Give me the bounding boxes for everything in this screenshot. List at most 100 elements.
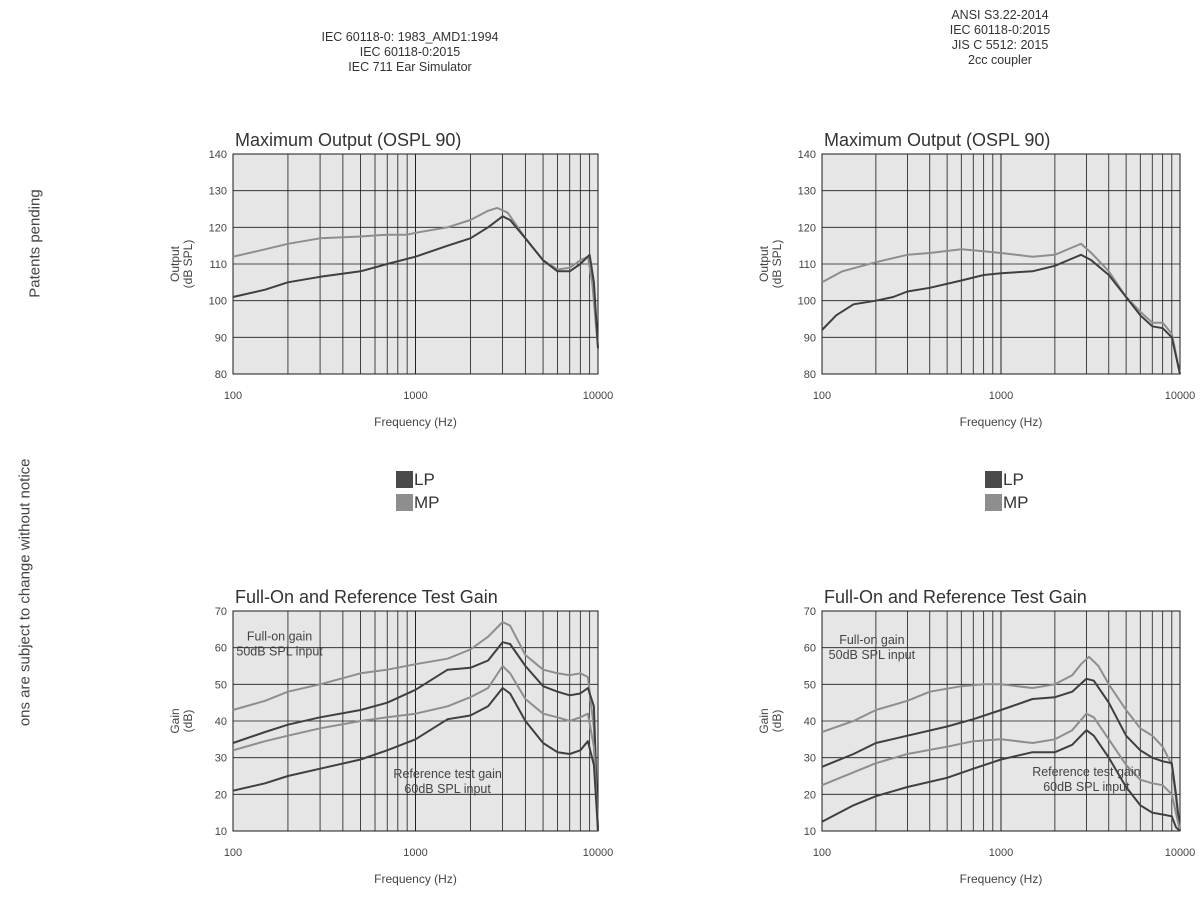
x-axis-label: Frequency (Hz) xyxy=(374,872,457,886)
plot-border xyxy=(821,610,1181,832)
y-tick-label: 100 xyxy=(798,296,816,308)
y-tick-label: 130 xyxy=(798,186,816,198)
chart-title: Full-On and Reference Test Gain xyxy=(235,587,498,607)
legend-right: LP MP xyxy=(985,468,1029,514)
y-tick-label: 40 xyxy=(804,716,816,728)
y-axis-label-line: Output xyxy=(168,245,182,282)
x-tick-label: 100 xyxy=(224,390,242,402)
y-tick-label: 90 xyxy=(215,332,227,344)
chart-gain-left: Full-On and Reference Test Gain 10 20 30 40 5… xyxy=(168,587,613,886)
x-tick-label: 10000 xyxy=(583,847,614,859)
annotation-line: Full-on gain xyxy=(247,629,312,643)
series-line-mp xyxy=(232,665,599,832)
legend-label-lp: LP xyxy=(414,469,435,489)
chart-title: Maximum Output (OSPL 90) xyxy=(235,130,461,150)
y-tick-label: 120 xyxy=(798,222,816,234)
y-axis-label: Output(dB SPL) xyxy=(757,240,784,289)
y-tick-label: 60 xyxy=(804,643,816,655)
header-line: IEC 60118-0:2015 xyxy=(949,23,1051,37)
chart-annotation: Full-on gain 50dB SPL input xyxy=(236,629,323,658)
y-tick-label: 120 xyxy=(209,222,227,234)
header-line: IEC 711 Ear Simulator xyxy=(348,60,472,74)
y-tick-label: 60 xyxy=(215,643,227,655)
y-tick-label: 30 xyxy=(215,753,227,765)
y-tick-label: 90 xyxy=(804,332,816,344)
legend-label-mp: MP xyxy=(1003,492,1029,512)
standards-header-left: IEC 60118-0: 1983_AMD1:1994 IEC 60118-0:… xyxy=(240,30,580,75)
y-axis-label: Gain(dB) xyxy=(168,708,195,733)
header-line: IEC 60118-0:2015 xyxy=(359,45,461,59)
series-line-lp xyxy=(821,677,1181,832)
legend-item-lp: LP xyxy=(396,468,440,491)
y-axis-label: Gain(dB) xyxy=(757,708,784,733)
y-tick-label: 10 xyxy=(215,826,227,838)
y-axis-label-line: (dB) xyxy=(770,710,784,733)
chart-title: Full-On and Reference Test Gain xyxy=(824,587,1087,607)
series-line-lp xyxy=(821,253,1181,375)
annotation-line: Reference test gain xyxy=(1032,765,1140,779)
header-line: ANSI S3.22-2014 xyxy=(951,8,1049,22)
y-tick-label: 130 xyxy=(209,186,227,198)
y-tick-label: 50 xyxy=(215,679,227,691)
y-tick-label: 50 xyxy=(804,679,816,691)
x-tick-label: 1000 xyxy=(403,390,427,402)
x-axis-label: Frequency (Hz) xyxy=(374,415,457,429)
x-axis-label: Frequency (Hz) xyxy=(960,415,1043,429)
plot-border xyxy=(232,610,599,832)
standards-header-right: ANSI S3.22-2014 IEC 60118-0:2015 JIS C 5… xyxy=(830,8,1170,68)
chart-title: Maximum Output (OSPL 90) xyxy=(824,130,1050,150)
legend-swatch-lp xyxy=(985,471,1002,488)
y-tick-label: 20 xyxy=(215,789,227,801)
y-tick-label: 110 xyxy=(798,259,816,271)
y-tick-label: 70 xyxy=(215,606,227,618)
y-axis-label-line: Gain xyxy=(757,708,771,733)
x-tick-label: 10000 xyxy=(583,390,614,402)
y-tick-label: 70 xyxy=(804,606,816,618)
series-line-lp xyxy=(232,215,599,349)
y-tick-label: 10 xyxy=(804,826,816,838)
header-line: IEC 60118-0: 1983_AMD1:1994 xyxy=(321,30,499,44)
legend-item-mp: MP xyxy=(985,491,1029,514)
chart-output-right: Maximum Output (OSPL 90) 80 90 100 110 120 130… xyxy=(757,130,1195,429)
y-tick-label: 80 xyxy=(215,369,227,381)
chart-output-left: Maximum Output (OSPL 90) 80 90 100 110 120 130… xyxy=(168,130,613,429)
plot-border xyxy=(821,153,1181,375)
series-line-lp xyxy=(821,729,1181,832)
series-line-lp xyxy=(232,687,599,832)
x-tick-label: 10000 xyxy=(1165,847,1196,859)
annotation-line: 60dB SPL input xyxy=(404,782,491,796)
chart-annotation: Full-on gain 50dB SPL input xyxy=(829,633,916,662)
y-tick-label: 140 xyxy=(798,149,816,161)
x-tick-label: 100 xyxy=(224,847,242,859)
legend-label-mp: MP xyxy=(414,492,440,512)
y-axis-label-line: (dB) xyxy=(181,710,195,733)
x-tick-label: 1000 xyxy=(989,847,1013,859)
y-tick-label: 110 xyxy=(209,259,227,271)
y-tick-label: 30 xyxy=(804,753,816,765)
chart-gain-right: Full-On and Reference Test Gain 10 20 30 40 5… xyxy=(757,587,1195,886)
y-axis-label: Output(dB SPL) xyxy=(168,240,195,289)
series-line-mp xyxy=(232,621,599,832)
y-tick-label: 20 xyxy=(804,789,816,801)
x-tick-label: 100 xyxy=(813,847,831,859)
plot-border xyxy=(232,153,599,375)
legend-label-lp: LP xyxy=(1003,469,1024,489)
header-line: 2cc coupler xyxy=(968,53,1032,67)
chart-annotation: Reference test gain 60dB SPL input xyxy=(393,767,501,796)
annotation-line: 50dB SPL input xyxy=(236,644,323,658)
charts-canvas: Maximum Output (OSPL 90) 80 90 100 110 120 130… xyxy=(168,130,1195,886)
x-tick-label: 10000 xyxy=(1165,390,1196,402)
series-line-mp xyxy=(232,206,599,349)
legend-item-lp: LP xyxy=(985,468,1029,491)
y-axis-label-line: Gain xyxy=(168,708,182,733)
y-axis-label-line: Output xyxy=(757,245,771,282)
annotation-line: Reference test gain xyxy=(393,767,501,781)
series-line-lp xyxy=(232,641,599,832)
x-tick-label: 1000 xyxy=(403,847,427,859)
series-line-mp xyxy=(821,712,1181,832)
legend-left: LP MP xyxy=(396,468,440,514)
legend-swatch-lp xyxy=(396,471,413,488)
y-tick-label: 140 xyxy=(209,149,227,161)
chart-annotation: Reference test gain 60dB SPL input xyxy=(1032,765,1140,794)
x-tick-label: 100 xyxy=(813,390,831,402)
